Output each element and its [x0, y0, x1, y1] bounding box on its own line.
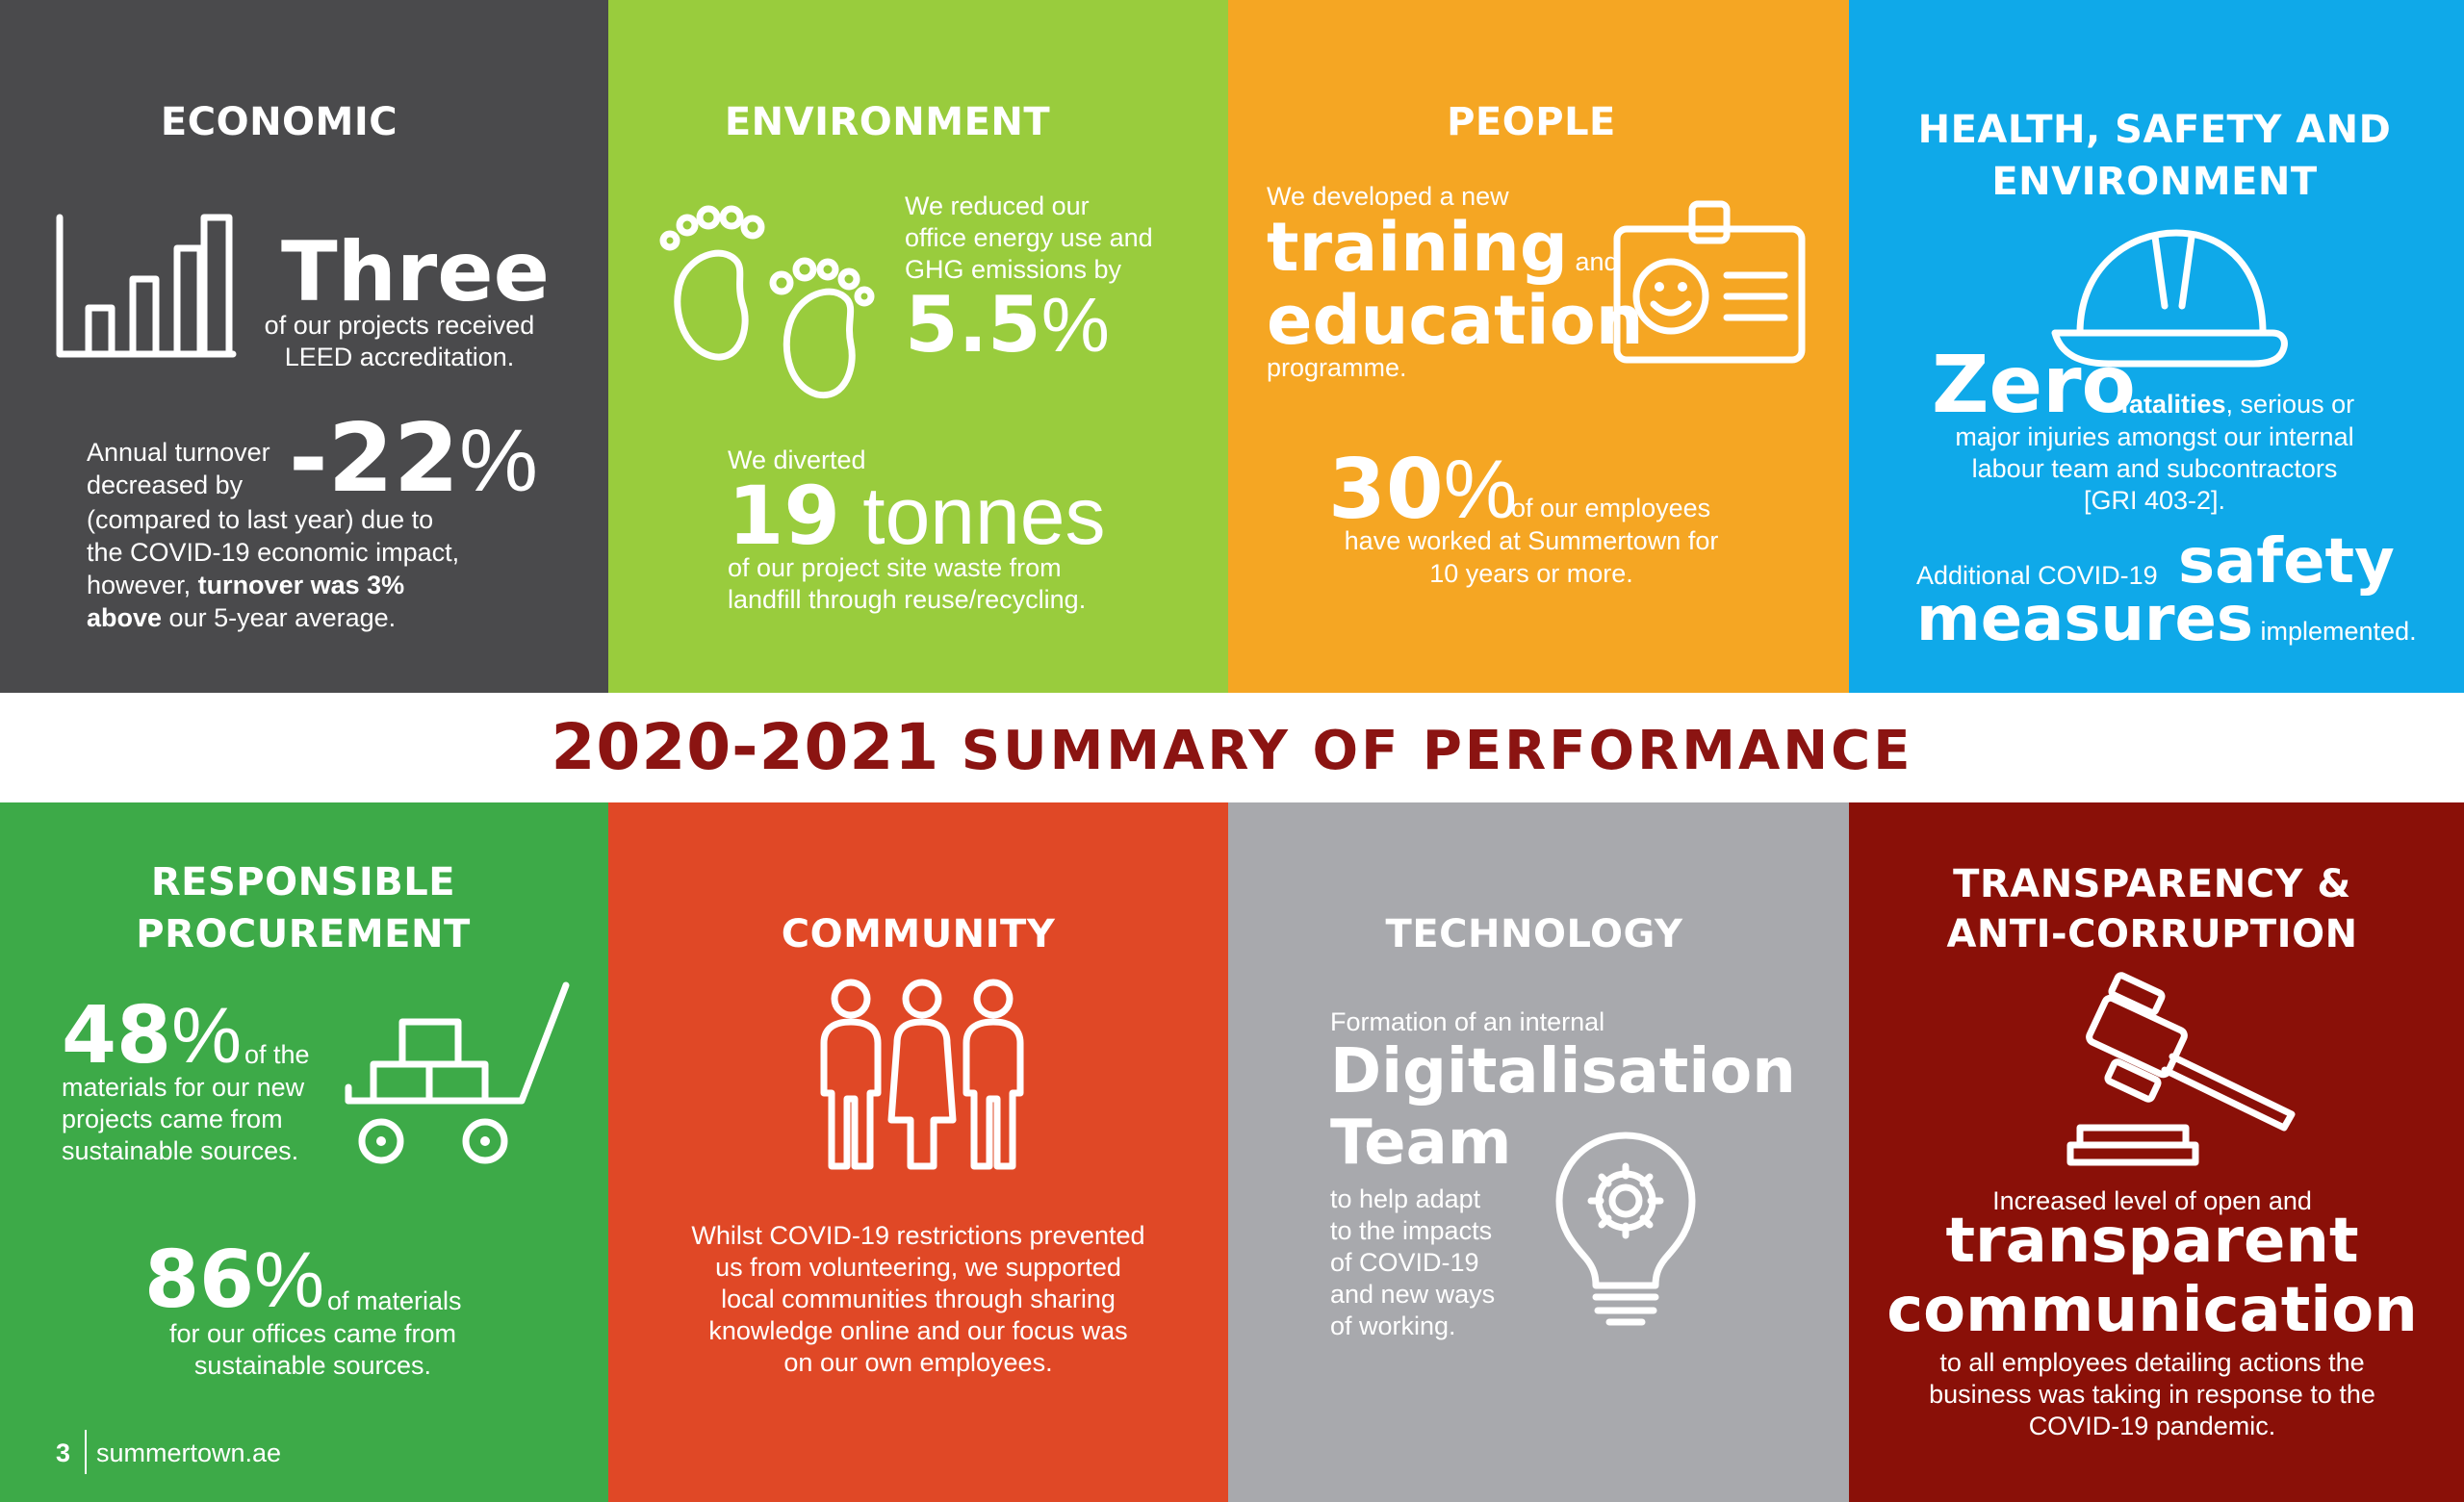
- procurement-pct1-text-1: of the: [244, 1040, 310, 1069]
- economic-body-1: (compared to last year) due to: [87, 505, 434, 534]
- bar-chart-icon: [56, 214, 237, 358]
- transparency-word-1: transparent: [1945, 1206, 2359, 1277]
- transparency-line-1: to all employees detailing actions the: [1939, 1348, 2365, 1377]
- people-group-icon: [820, 979, 1024, 1170]
- energy-text-1: We reduced our: [905, 191, 1090, 220]
- technology-intro: Formation of an internal: [1330, 1007, 1605, 1036]
- people-intro: We developed a new: [1267, 182, 1509, 211]
- people-pct-text-3: 10 years or more.: [1429, 559, 1633, 588]
- community-line-1: Whilst COVID-19 restrictions prevented: [691, 1221, 1145, 1250]
- technology-line-1: to help adapt: [1330, 1184, 1481, 1213]
- hard-hat-icon: [2051, 229, 2288, 368]
- lightbulb-gear-icon: [1555, 1132, 1696, 1326]
- procurement-heading-2: PROCUREMENT: [136, 912, 471, 956]
- economic-stat-text-1: of our projects received: [264, 311, 535, 340]
- footer-divider: [85, 1430, 87, 1474]
- hse-heading-2: ENVIRONMENT: [1991, 160, 2318, 204]
- community-line-3: local communities through sharing: [721, 1285, 1116, 1313]
- footer-site[interactable]: summertown.ae: [96, 1438, 282, 1467]
- procurement-pct1-text-4: sustainable sources.: [62, 1136, 299, 1165]
- transparency-intro: Increased level of open and: [1992, 1186, 2312, 1215]
- community-line-4: knowledge online and our focus was: [708, 1316, 1128, 1345]
- trolley-icon: [345, 981, 570, 1164]
- turnover-intro-1: Annual turnover: [87, 438, 270, 467]
- people-pct-text-1: of our employees: [1511, 494, 1711, 522]
- technology-panel: TECHNOLOGY Formation of an internal Digi…: [1228, 802, 1849, 1502]
- turnover-intro-2: decreased by: [87, 471, 244, 499]
- page-title: 2020-2021 SUMMARY OF PERFORMANCE: [551, 710, 1913, 784]
- transparency-line-3: COVID-19 pandemic.: [2028, 1412, 2276, 1440]
- transparency-word-2: communication: [1886, 1275, 2418, 1346]
- procurement-pct1-text-2: materials for our new: [62, 1073, 305, 1102]
- energy-text-2: office energy use and: [905, 223, 1153, 252]
- hse-zero: Zero: [1932, 340, 2136, 431]
- technology-line-3: of COVID-19: [1330, 1248, 1479, 1277]
- economic-body-4: above our 5-year average.: [87, 603, 397, 632]
- title-banner: 2020-2021 SUMMARY OF PERFORMANCE: [0, 693, 2464, 802]
- people-heading: PEOPLE: [1447, 100, 1616, 144]
- technology-line-2: to the impacts: [1330, 1216, 1493, 1245]
- technology-line-5: of working.: [1330, 1311, 1456, 1340]
- technology-word-2: Team: [1330, 1107, 1512, 1179]
- procurement-pct2-text-3: sustainable sources.: [193, 1351, 432, 1380]
- waste-text-1: of our project site waste from: [728, 553, 1062, 582]
- procurement-pct1-text-3: projects came from: [62, 1105, 283, 1133]
- procurement-pct2-value: 86%: [144, 1235, 325, 1326]
- people-word-training: training and: [1267, 208, 1619, 287]
- procurement-pct2-text-2: for our offices came from: [168, 1319, 457, 1348]
- people-pct-value: 30%: [1328, 442, 1518, 538]
- hse-heading-1: HEALTH, SAFETY AND: [1917, 108, 2392, 152]
- economic-heading: ECONOMIC: [160, 100, 398, 144]
- economic-stat-word: Three: [281, 224, 550, 320]
- waste-value: 19 tonnes: [728, 469, 1106, 563]
- hse-line-4: [GRI 403-2].: [2083, 486, 2226, 515]
- hse-line-3: labour team and subcontractors: [1971, 454, 2338, 483]
- procurement-pct1-value: 48%: [62, 990, 243, 1082]
- energy-text-3: GHG emissions by: [905, 255, 1122, 284]
- hse-line-1: fatalities, serious or: [2120, 390, 2355, 419]
- people-panel: PEOPLE We developed a new training and e…: [1228, 0, 1849, 693]
- economic-body-3: however, turnover was 3%: [87, 571, 405, 599]
- economic-body-2: the COVID-19 economic impact,: [87, 538, 460, 567]
- hse-safety-word: safety: [2178, 526, 2395, 598]
- waste-intro: We diverted: [728, 446, 866, 474]
- environment-panel: ENVIRONMENT We reduced our office energy…: [608, 0, 1228, 693]
- community-line-2: us from volunteering, we supported: [715, 1253, 1121, 1282]
- turnover-value: -22%: [289, 404, 538, 514]
- hse-covid-intro: Additional COVID-19: [1916, 561, 2158, 590]
- procurement-panel: RESPONSIBLE PROCUREMENT 48% of the mater…: [0, 802, 608, 1502]
- page-number: 3: [56, 1438, 71, 1467]
- procurement-pct2-text-1: of materials: [327, 1286, 462, 1315]
- transparency-heading-2: ANTI-CORRUPTION: [1946, 912, 2358, 956]
- procurement-heading-1: RESPONSIBLE: [150, 860, 456, 904]
- hse-line-2: major injuries amongst our internal: [1955, 422, 2354, 451]
- hse-panel: HEALTH, SAFETY AND ENVIRONMENT Zero fata…: [1849, 0, 2464, 693]
- hse-measures: measures implemented.: [1916, 584, 2417, 655]
- transparency-line-2: business was taking in response to the: [1929, 1380, 2375, 1409]
- community-heading: COMMUNITY: [781, 912, 1056, 956]
- transparency-heading-1: TRANSPARENCY &: [1953, 862, 2351, 906]
- economic-stat-text-2: LEED accreditation.: [284, 343, 515, 371]
- people-suffix: programme.: [1267, 353, 1407, 382]
- energy-value: 5.5%: [905, 280, 1110, 369]
- id-badge-icon: [1613, 200, 1806, 364]
- technology-heading: TECHNOLOGY: [1385, 912, 1683, 956]
- environment-heading: ENVIRONMENT: [724, 100, 1051, 144]
- community-line-5: on our own employees.: [783, 1348, 1053, 1377]
- transparency-panel: TRANSPARENCY & ANTI-CORRUPTION Increased…: [1849, 802, 2464, 1502]
- economic-panel: ECONOMIC Three of our projects received …: [0, 0, 608, 693]
- people-pct-text-2: have worked at Summertown for: [1344, 526, 1719, 555]
- footprints-icon: [659, 205, 875, 399]
- community-panel: COMMUNITY Whilst COVID-19 restrictions p…: [608, 802, 1228, 1502]
- gavel-icon: [2066, 972, 2296, 1166]
- people-word-education: education: [1267, 281, 1644, 360]
- technology-line-4: and new ways: [1330, 1280, 1496, 1309]
- technology-word-1: Digitalisation: [1330, 1036, 1796, 1107]
- waste-text-2: landfill through reuse/recycling.: [728, 585, 1087, 614]
